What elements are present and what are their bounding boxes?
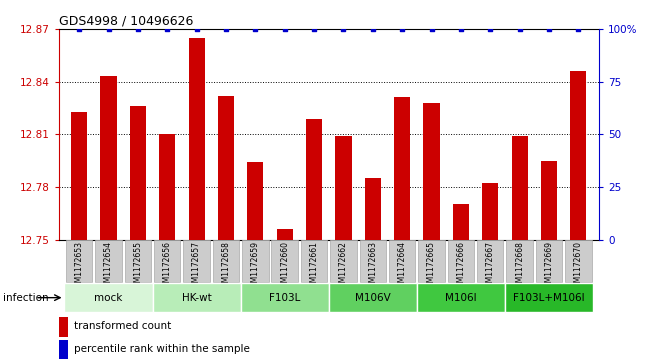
Bar [71,111,87,240]
Text: GSM1172655: GSM1172655 [133,241,143,292]
Point [279,26,290,32]
Text: mock: mock [94,293,122,303]
Text: GSM1172669: GSM1172669 [544,241,553,292]
FancyBboxPatch shape [419,240,445,282]
Point [191,26,202,32]
Text: HK-wt: HK-wt [182,293,212,303]
FancyBboxPatch shape [301,240,327,282]
Text: GSM1172654: GSM1172654 [104,241,113,292]
Bar [541,160,557,240]
Point [339,26,349,32]
Bar [59,340,68,359]
Bar [218,96,234,240]
FancyBboxPatch shape [154,240,180,282]
Bar [64,283,152,312]
FancyBboxPatch shape [477,240,503,282]
Text: GSM1172670: GSM1172670 [574,241,583,292]
Text: M106V: M106V [355,293,391,303]
Bar [512,136,528,240]
Text: GSM1172661: GSM1172661 [310,241,318,292]
Text: F103L: F103L [269,293,300,303]
Text: GDS4998 / 10496626: GDS4998 / 10496626 [59,15,193,28]
Text: GSM1172668: GSM1172668 [515,241,524,292]
Bar [329,283,417,312]
Bar [59,317,68,337]
Text: GSM1172657: GSM1172657 [192,241,201,292]
Text: transformed count: transformed count [74,321,171,331]
Bar [100,76,117,240]
Text: GSM1172662: GSM1172662 [339,241,348,292]
FancyBboxPatch shape [213,240,239,282]
FancyBboxPatch shape [184,240,210,282]
Point [250,26,260,32]
Text: M106I: M106I [445,293,477,303]
Point [544,26,554,32]
Bar [482,183,499,240]
FancyBboxPatch shape [330,240,357,282]
Text: GSM1172656: GSM1172656 [163,241,172,292]
Text: percentile rank within the sample: percentile rank within the sample [74,344,249,354]
Bar [335,136,352,240]
Bar [505,283,593,312]
Point [514,26,525,32]
Bar [570,71,587,240]
Point [221,26,231,32]
Text: GSM1172663: GSM1172663 [368,241,378,292]
FancyBboxPatch shape [242,240,269,282]
Text: infection: infection [3,293,49,303]
Point [133,26,143,32]
FancyBboxPatch shape [66,240,92,282]
Point [397,26,408,32]
FancyBboxPatch shape [536,240,562,282]
FancyBboxPatch shape [124,240,151,282]
Bar [247,162,264,240]
Text: GSM1172665: GSM1172665 [427,241,436,292]
Bar [306,118,322,240]
Point [104,26,114,32]
Text: GSM1172653: GSM1172653 [75,241,83,292]
Point [426,26,437,32]
Point [573,26,583,32]
Point [74,26,85,32]
Bar [159,134,175,240]
Bar [394,97,410,240]
FancyBboxPatch shape [506,240,533,282]
Text: GSM1172667: GSM1172667 [486,241,495,292]
Text: GSM1172664: GSM1172664 [398,241,407,292]
Bar [152,283,241,312]
FancyBboxPatch shape [95,240,122,282]
Point [485,26,495,32]
FancyBboxPatch shape [448,240,474,282]
Bar [365,178,381,240]
FancyBboxPatch shape [565,240,592,282]
Text: F103L+M106I: F103L+M106I [513,293,585,303]
FancyBboxPatch shape [271,240,298,282]
Point [456,26,466,32]
Text: GSM1172658: GSM1172658 [221,241,230,292]
Text: GSM1172659: GSM1172659 [251,241,260,292]
Bar [130,106,146,240]
Bar [417,283,505,312]
Text: GSM1172660: GSM1172660 [280,241,289,292]
FancyBboxPatch shape [359,240,386,282]
Point [309,26,319,32]
Bar [189,38,204,240]
Point [162,26,173,32]
Bar [453,204,469,240]
FancyBboxPatch shape [389,240,415,282]
Bar [277,229,293,240]
Bar [241,283,329,312]
Point [368,26,378,32]
Bar [423,103,439,240]
Text: GSM1172666: GSM1172666 [456,241,465,292]
